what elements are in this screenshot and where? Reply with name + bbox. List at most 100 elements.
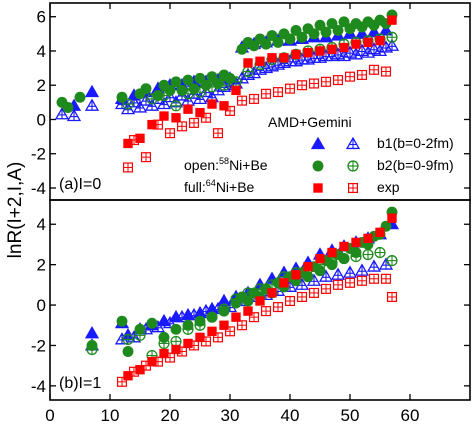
point-exp (128, 366, 140, 377)
point-exp-full (351, 39, 361, 49)
point-exp (224, 326, 236, 337)
point-b2-full (332, 24, 344, 36)
point-exp-full (303, 47, 313, 58)
point-exp-full (207, 326, 217, 336)
point-exp-full (219, 101, 229, 111)
point-b1-b-0-2fm- (366, 259, 382, 272)
point-b2-full (146, 317, 158, 329)
point-exp-full (339, 241, 349, 252)
point-b2-full (116, 315, 128, 327)
point-exp-full (387, 15, 397, 25)
point-exp (368, 273, 380, 284)
point-exp-full (279, 278, 289, 288)
point-b1-b-0-2fm- (342, 265, 358, 278)
top-panel: -4 -2 0 2 4 6 (a)I=0 AMD+Gemini open:58Ni+Be … (31, 2, 471, 201)
point-exp (356, 275, 368, 286)
point-exp (248, 312, 260, 323)
point-b2-b-0-9fm- (242, 65, 254, 78)
point-b2-full (302, 271, 314, 283)
legend-open-main: open: (184, 157, 219, 173)
y-tick-label: 4 (37, 42, 46, 61)
point-exp (386, 291, 398, 302)
triangle-shape (156, 313, 172, 327)
point-exp-full (183, 104, 193, 114)
point-exp (356, 69, 368, 80)
y-tick-label: 4 (37, 215, 46, 234)
point-b2-full (188, 83, 200, 95)
point-exp-full (195, 332, 205, 343)
point-b2-full (182, 74, 194, 86)
point-exp-full (123, 138, 133, 149)
triangle-shape (310, 136, 326, 150)
point-exp-full (279, 53, 289, 63)
point-exp-full (291, 270, 301, 280)
legend-full-rest: Ni+Be (216, 179, 255, 195)
point-exp-full (351, 237, 361, 248)
x-tick-label: 50 (341, 406, 360, 425)
point-exp-full (255, 56, 265, 66)
legend-markers (310, 136, 361, 194)
point-exp-full (375, 36, 385, 46)
point-exp (224, 105, 236, 116)
point-exp-full (231, 312, 241, 322)
top-panel-label: (a)I=0 (59, 176, 101, 193)
point-exp (272, 302, 284, 313)
point-b2-full (338, 253, 350, 265)
legend-full-main: full: (184, 179, 206, 195)
point-b2-full (200, 79, 212, 91)
point-exp (176, 121, 188, 132)
point-exp (380, 273, 392, 284)
point-exp (368, 64, 380, 75)
point-exp (116, 376, 128, 387)
point-b2-full (194, 315, 206, 327)
point-b2-full (170, 76, 182, 88)
point-b2-full (260, 38, 272, 50)
point-exp-full (267, 288, 277, 298)
point-b1-full (168, 309, 184, 323)
point-exp-full (243, 58, 253, 68)
point-b1-full (84, 326, 100, 339)
point-b2-full (134, 323, 146, 335)
point-exp (176, 346, 188, 357)
point-b2-full (350, 247, 362, 258)
triangle-shape (366, 24, 382, 38)
x-tick-label: 0 (45, 406, 54, 425)
point-exp-full (147, 356, 157, 367)
y-tick-label: 2 (37, 256, 46, 275)
triangle-shape (378, 23, 394, 36)
point-exp-full (183, 338, 193, 349)
point-b1-b-0-2fm- (354, 263, 370, 276)
point-b2-full (176, 84, 188, 96)
point-b2-full (284, 33, 296, 45)
legend-entry-exp: exp (377, 179, 400, 195)
point-exp-full (231, 85, 241, 96)
point-exp (188, 340, 200, 351)
point-exp (248, 93, 260, 104)
point-b2-full (206, 311, 218, 323)
point-exp-full (327, 44, 337, 54)
point-exp (152, 119, 164, 130)
y-tick-label: -4 (31, 179, 46, 198)
point-exp (296, 291, 308, 302)
point-b2-full (296, 31, 308, 43)
point-exp-full (159, 348, 169, 359)
point-b1-full (180, 307, 196, 321)
point-exp-full (171, 113, 181, 123)
y-axis-label: lnR(I+2,I,A) (5, 162, 26, 259)
point-b2-b-0-9fm- (122, 333, 134, 345)
y-tick-label: -4 (31, 377, 46, 396)
point-b2-full (152, 90, 164, 101)
triangle-shape (354, 26, 370, 39)
legend-title: AMD+Gemini (268, 114, 352, 130)
point-b1-full (354, 26, 370, 39)
point-exp-full (243, 306, 253, 316)
y-tick-label: 0 (37, 110, 46, 129)
point-exp (128, 135, 140, 146)
y-tick-label: -2 (31, 336, 46, 355)
point-b2-full (272, 36, 284, 48)
legend-row-full: full:64Ni+Be (184, 178, 255, 195)
point-b1-full (84, 84, 100, 98)
triangle-shape (180, 307, 196, 321)
point-exp (122, 162, 134, 173)
